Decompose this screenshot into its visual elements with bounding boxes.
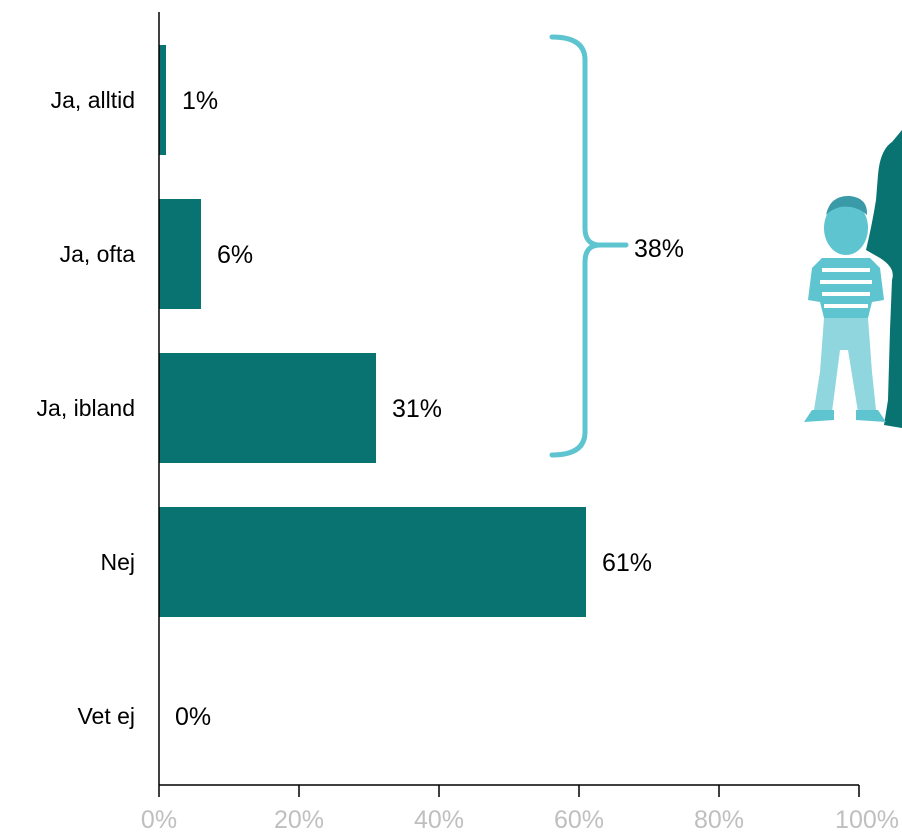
x-tick-label: 0% [141, 806, 177, 834]
x-tick-label: 20% [274, 806, 324, 834]
brace-annotation [549, 34, 629, 458]
brace-label: 38% [634, 235, 684, 263]
category-label: Nej [100, 549, 135, 575]
bar [159, 507, 586, 617]
category-label: Ja, ofta [60, 241, 136, 267]
x-tick-label: 100% [835, 806, 899, 834]
bar-value-label: 1% [182, 87, 218, 115]
bar-value-label: 61% [602, 549, 652, 577]
bar-value-label: 6% [217, 241, 253, 269]
x-ticks-group: 0% 20% 40% 60% 80% 100% [141, 785, 899, 834]
x-tick-label: 40% [414, 806, 464, 834]
bars-group [159, 45, 586, 617]
category-label: Vet ej [77, 703, 135, 729]
bar-value-label: 31% [392, 395, 442, 423]
child-illustration [804, 195, 886, 422]
bar-value-label: 0% [175, 703, 211, 731]
bar [159, 45, 166, 155]
category-label: Ja, alltid [51, 87, 135, 113]
bar [159, 199, 201, 309]
category-label: Ja, ibland [37, 395, 135, 421]
adult-silhouette-illustration [866, 130, 902, 428]
value-labels-group: 1% 6% 31% 61% 0% [175, 87, 652, 731]
x-tick-label: 60% [554, 806, 604, 834]
category-labels-group: Ja, alltid Ja, ofta Ja, ibland Nej Vet ej [37, 87, 136, 729]
x-tick-label: 80% [694, 806, 744, 834]
bar [159, 353, 376, 463]
